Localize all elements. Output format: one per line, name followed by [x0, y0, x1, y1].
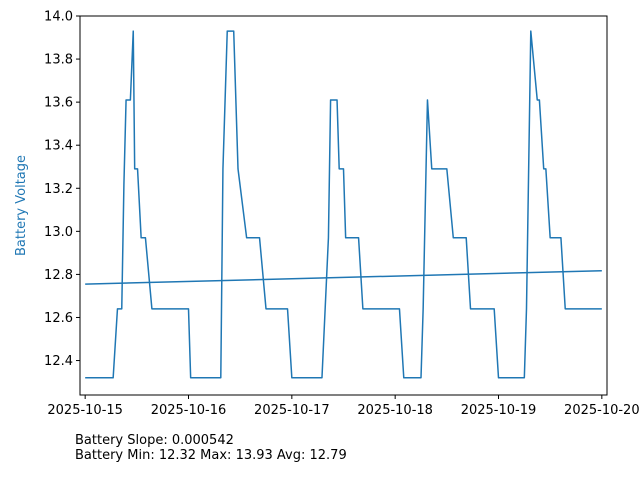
y-tick-label: 13.6: [44, 96, 73, 111]
x-tick-label: 2025-10-19: [461, 403, 537, 418]
battery-minmax-text: Battery Min: 12.32 Max: 13.93 Avg: 12.79: [75, 448, 347, 463]
y-tick-label: 14.0: [44, 10, 73, 25]
x-axis: 2025-10-15 2025-10-16 2025-10-17 2025-10-18…: [47, 395, 640, 418]
y-tick-label: 13.2: [44, 182, 73, 197]
stats-panel: Battery Slope: 0.000542 Battery Min: 12.…: [75, 433, 347, 463]
y-tick-label: 13.0: [44, 225, 73, 240]
y-axis-label: Battery Voltage: [14, 155, 29, 256]
battery-voltage-line: [85, 30, 602, 379]
x-tick-label: 2025-10-17: [254, 403, 330, 418]
axes-frame: [79, 15, 608, 396]
y-tick-label: 12.8: [44, 268, 73, 283]
battery-slope-text: Battery Slope: 0.000542: [75, 433, 234, 448]
y-tick-label: 13.4: [44, 139, 73, 154]
x-tick-label: 2025-10-20: [564, 403, 640, 418]
plot-lines: [85, 30, 602, 379]
trend-line: [85, 270, 602, 285]
x-tick-label: 2025-10-15: [47, 403, 123, 418]
y-tick-label: 12.4: [44, 354, 73, 369]
y-axis: 12.4 12.6 12.8 13.0 13.2 13.4 13.6 13.8 14.0: [44, 10, 80, 369]
y-tick-label: 12.6: [44, 311, 73, 326]
x-tick-label: 2025-10-18: [357, 403, 433, 418]
x-tick-label: 2025-10-16: [151, 403, 227, 418]
y-tick-label: 13.8: [44, 53, 73, 68]
